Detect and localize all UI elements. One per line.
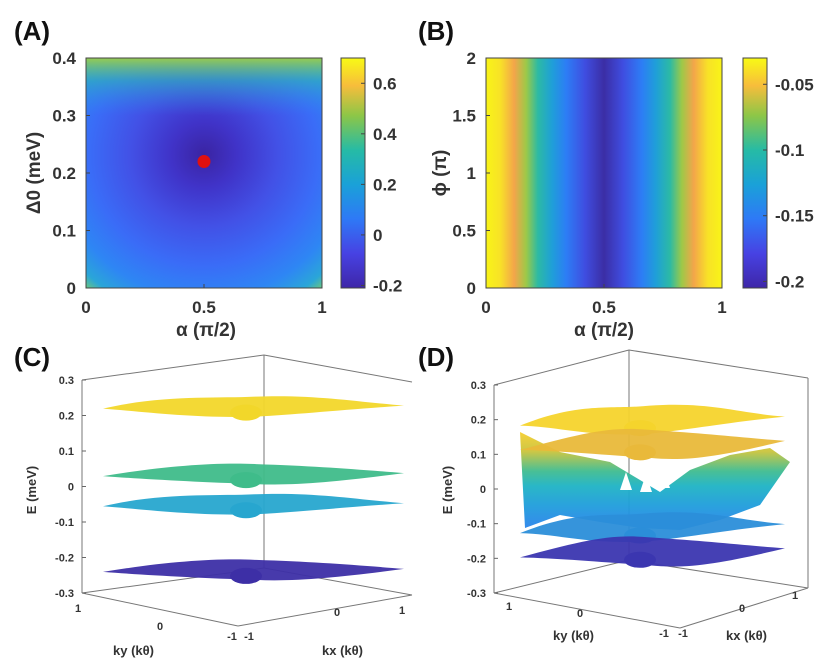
band-surface [520,536,785,567]
kx-tick-label: 0 [334,607,340,619]
ztick-label: -0.1 [55,517,74,529]
ytick-label: 0 [467,279,476,298]
colorbar-tick-label: 0.6 [373,74,397,93]
ztick-label: -0.1 [467,519,486,531]
ytick-label: 0.4 [52,49,76,68]
xtick-label: 1 [317,298,326,317]
colorbar-ticks-b: -0.2 -0.15 -0.1 -0.05 [763,75,814,291]
colorbar-tick-label: -0.2 [373,276,402,295]
dirac-points-d [620,470,670,492]
ticks-a: 0 0.5 1 0 0.1 0.2 0.3 0.4 [52,49,326,317]
band-bump [230,472,262,489]
xtick-label: 0 [481,298,490,317]
colorbar-tick-label: 0.4 [373,125,397,144]
ky-tick-label: 0 [157,621,163,633]
ky-tick-label: -1 [659,628,669,640]
band-bump [230,567,262,584]
ztick-label: -0.2 [467,553,486,565]
ztick-label: -0.2 [55,553,74,565]
ztick-label: 0.2 [59,411,74,423]
ylabel-c: ky (kθ) [113,643,154,658]
ztick-label: 0.1 [59,446,74,458]
dirac-cone-d [520,432,790,530]
band-surface [520,404,785,435]
ytick-label: 0 [67,279,76,298]
xtick-label: 0.5 [592,298,616,317]
heatmap-a-top-band [86,58,322,288]
panel-label-a: (A) [14,16,50,46]
kx-tick-label: 1 [792,590,798,602]
colorbar-tick-label: 0.2 [373,175,397,194]
colorbar-ticks-a: -0.2 0 0.2 0.4 0.6 [361,74,402,295]
ylabel-b: ϕ (π) [430,150,451,197]
ticks-c: -0.3 -0.2 -0.1 0 0.1 0.2 0.3 -1 0 1 1 0 -1 [55,375,405,643]
heatmap-b [486,58,722,288]
panel-label-d: (D) [418,342,454,372]
band-surface [520,428,785,460]
colorbar-tick-label: -0.2 [775,272,804,291]
zlabel-c: E (meV) [24,466,39,514]
kx-tick-label: 0 [739,603,745,615]
bands-d [520,404,785,568]
band-bump [624,444,656,461]
panel-label-c: (C) [14,342,50,372]
kx-tick-label: -1 [244,631,254,643]
ylabel-a: Δ0 (meV) [24,132,45,214]
ztick-label: -0.3 [467,588,486,600]
xlabel-d: kx (kθ) [726,628,767,643]
ztick-label: 0.3 [471,380,486,392]
band-bump [230,404,262,421]
ztick-label: 0 [480,484,486,496]
band-surface [520,512,785,543]
xtick-label: 1 [717,298,726,317]
ky-tick-label: -1 [227,631,237,643]
colorbar-a [340,57,366,289]
ztick-label: -0.3 [55,588,74,600]
bands-c [103,396,404,584]
ztick-label: 0.3 [59,375,74,387]
band-bump [624,551,656,568]
ticks-b: 0 0.5 1 0 0.5 1 1.5 2 [452,49,726,317]
ytick-label: 0.2 [52,164,76,183]
xtick-label: 0 [81,298,90,317]
colorbar-b [742,57,768,289]
minimum-marker [197,155,211,168]
ky-tick-label: 1 [506,601,512,613]
axes3d-frame-c [81,354,413,627]
ylabel-d: ky (kθ) [553,628,594,643]
ytick-label: 0.5 [452,222,476,241]
xlabel-b: α (π/2) [574,320,634,341]
ytick-label: 1 [467,164,476,183]
colorbar-tick-label: -0.05 [775,75,814,94]
ytick-label: 1.5 [452,107,476,126]
colorbar-tick-label: 0 [373,226,382,245]
colorbar-tick-label: -0.15 [775,207,814,226]
ztick-label: 0 [68,482,74,494]
ztick-label: 0.2 [471,415,486,427]
xlabel-a: α (π/2) [176,320,236,341]
zlabel-d: E (meV) [440,466,455,514]
ytick-label: 2 [467,49,476,68]
xlabel-c: kx (kθ) [322,643,363,658]
panel-label-b: (B) [418,16,454,46]
band-bump [230,502,262,519]
xtick-label: 0.5 [192,298,216,317]
ztick-label: 0.1 [471,449,486,461]
ky-tick-label: 0 [577,608,583,620]
ky-tick-label: 1 [75,603,81,615]
kx-tick-label: -1 [678,628,688,640]
colorbar-tick-label: -0.1 [775,141,804,160]
ytick-label: 0.3 [52,107,76,126]
ytick-label: 0.1 [52,222,76,241]
ticks-d: -0.3 -0.2 -0.1 0 0.1 0.2 0.3 -1 0 1 1 0 -1 [467,380,798,640]
kx-tick-label: 1 [399,605,405,617]
